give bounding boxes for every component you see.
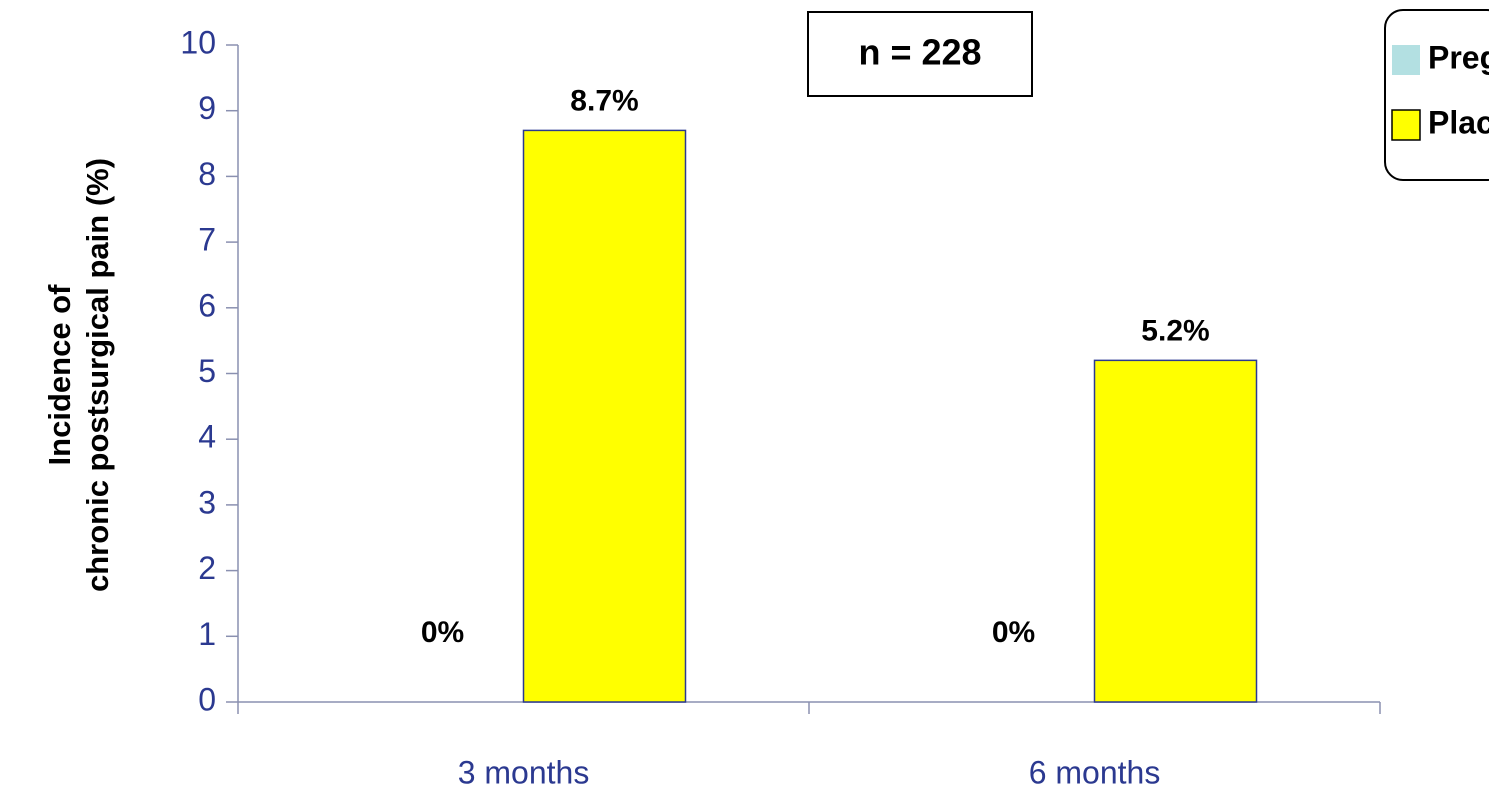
annotation: n = 228	[858, 32, 981, 73]
bar	[1093, 359, 1258, 703]
y-tick-label: 4	[198, 419, 216, 455]
y-tick-label: 10	[180, 24, 216, 60]
value-label: 5.2%	[1141, 314, 1209, 347]
value-label: 0%	[421, 616, 464, 649]
annotation-box	[807, 11, 1033, 97]
bar	[522, 129, 687, 703]
value-label: 8.7%	[570, 84, 638, 117]
y-tick-label: 6	[198, 287, 216, 323]
y-tick-label: 3	[198, 484, 216, 520]
y-axis-label: Incidence of chronic postsurgical pain (…	[42, 158, 115, 592]
legend-swatch	[1392, 45, 1420, 75]
y-tick-label: 0	[198, 681, 216, 717]
value-label: 0%	[992, 616, 1035, 649]
y-tick-label: 9	[198, 90, 216, 126]
legend-swatch	[1391, 109, 1421, 141]
x-tick-label: 3 months	[458, 754, 590, 790]
y-tick-label: 5	[198, 353, 216, 389]
y-axis-label-line: Incidence of	[42, 284, 77, 466]
legend-label: Placebo	[1428, 104, 1489, 140]
y-tick-label: 8	[198, 156, 216, 192]
legend-box	[1384, 9, 1489, 181]
y-tick-label: 7	[198, 222, 216, 258]
legend-label: Pregabalin	[1428, 39, 1489, 75]
y-tick-label: 1	[198, 616, 216, 652]
y-tick-label: 2	[198, 550, 216, 586]
x-tick-label: 6 months	[1029, 754, 1161, 790]
y-axis-label-line: chronic postsurgical pain (%)	[80, 158, 115, 592]
